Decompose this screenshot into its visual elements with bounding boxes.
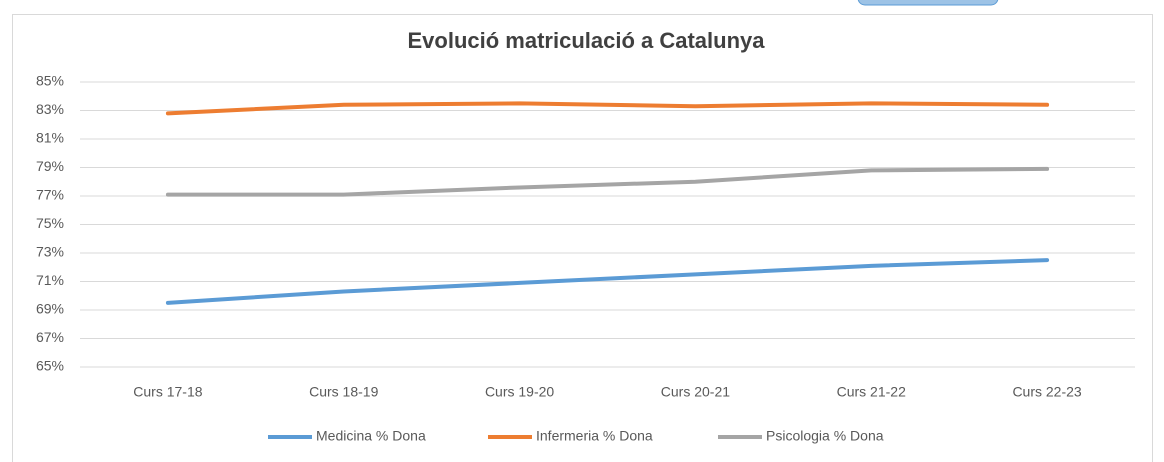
y-tick-label: 79% bbox=[36, 158, 64, 174]
y-tick-label: 65% bbox=[36, 358, 64, 374]
x-tick-label: Curs 18-19 bbox=[309, 384, 378, 400]
y-tick-label: 77% bbox=[36, 187, 64, 203]
y-tick-label: 85% bbox=[36, 73, 64, 89]
x-tick-label: Curs 17-18 bbox=[133, 384, 202, 400]
y-tick-label: 71% bbox=[36, 272, 64, 288]
legend-label: Infermeria % Dona bbox=[536, 428, 653, 444]
y-tick-label: 75% bbox=[36, 215, 64, 231]
x-tick-label: Curs 22-23 bbox=[1012, 384, 1081, 400]
x-tick-label: Curs 21-22 bbox=[837, 384, 906, 400]
legend-label: Psicologia % Dona bbox=[766, 428, 884, 444]
decoration bbox=[857, 0, 999, 6]
y-tick-label: 73% bbox=[36, 244, 64, 260]
data-line bbox=[165, 258, 1050, 305]
chart-title: Evolució matriculació a Catalunya bbox=[407, 28, 765, 53]
y-tick-label: 67% bbox=[36, 329, 64, 345]
y-tick-label: 69% bbox=[36, 301, 64, 317]
y-tick-label: 81% bbox=[36, 130, 64, 146]
legend-label: Medicina % Dona bbox=[316, 428, 426, 444]
x-tick-label: Curs 19-20 bbox=[485, 384, 554, 400]
x-tick-label: Curs 20-21 bbox=[661, 384, 730, 400]
chart-border bbox=[12, 14, 1153, 462]
data-line bbox=[165, 101, 1050, 116]
data-line bbox=[165, 166, 1050, 197]
y-tick-label: 83% bbox=[36, 101, 64, 117]
